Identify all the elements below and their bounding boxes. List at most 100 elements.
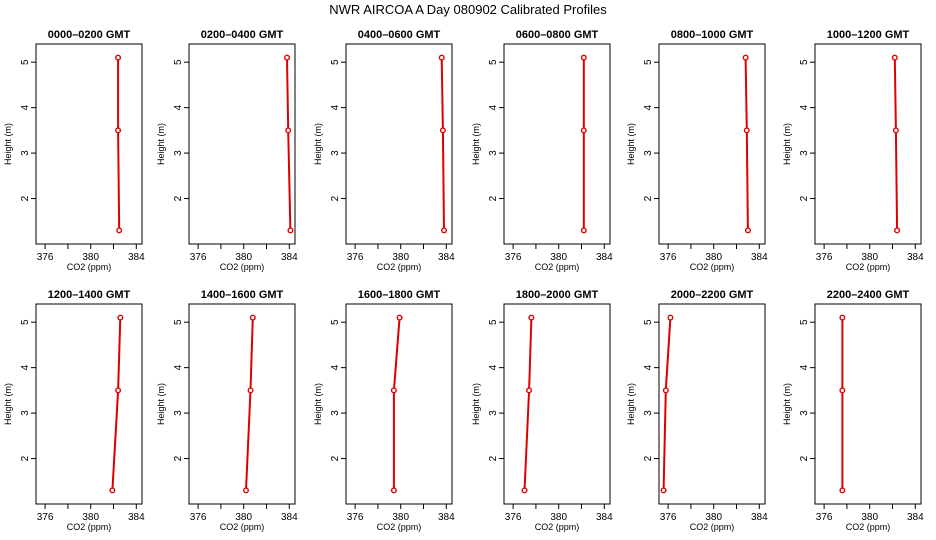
profile-panel: 0000–0200 GMT 376 380 384 CO2 (ppm) 2 3 4 5 Heigh… bbox=[3, 29, 145, 272]
y-tick-label: 3 bbox=[330, 410, 341, 416]
data-point bbox=[528, 314, 535, 321]
data-point bbox=[521, 487, 528, 494]
y-tick-label: 4 bbox=[330, 104, 341, 110]
data-point bbox=[247, 387, 254, 394]
data-point bbox=[894, 227, 901, 234]
plot-frame bbox=[35, 303, 143, 505]
data-point bbox=[839, 487, 846, 494]
y-axis-label: Height (m) bbox=[782, 123, 792, 165]
y-tick-label: 4 bbox=[643, 364, 654, 370]
plot-frame bbox=[814, 43, 922, 245]
plot-frame bbox=[503, 43, 611, 245]
x-axis-label: CO2 (ppm) bbox=[220, 262, 265, 272]
y-tick-label: 5 bbox=[643, 319, 654, 325]
x-axis-label: CO2 (ppm) bbox=[846, 522, 891, 532]
figure-title: NWR AIRCOA A Day 080902 Calibrated Profi… bbox=[329, 2, 607, 17]
y-tick-label: 2 bbox=[173, 455, 184, 461]
data-point bbox=[667, 314, 674, 321]
y-tick-label: 2 bbox=[20, 195, 31, 201]
data-point bbox=[891, 54, 898, 61]
y-tick-label: 4 bbox=[799, 364, 810, 370]
y-tick-label: 4 bbox=[20, 364, 31, 370]
x-tick-label: 376 bbox=[660, 252, 677, 263]
profile-line bbox=[662, 317, 672, 491]
panel-title: 0800–1000 GMT bbox=[671, 29, 754, 41]
data-point bbox=[115, 127, 122, 134]
profile-panel: 1400–1600 GMT 376 380 384 CO2 (ppm) 2 3 4 5 Heigh… bbox=[156, 289, 298, 532]
y-tick-label: 3 bbox=[20, 150, 31, 156]
y-tick-label: 5 bbox=[799, 319, 810, 325]
x-axis-label: CO2 (ppm) bbox=[220, 522, 265, 532]
panel-title: 1400–1600 GMT bbox=[201, 289, 284, 301]
x-tick-label: 384 bbox=[596, 252, 613, 263]
profile-panel: 2200–2400 GMT 376 380 384 CO2 (ppm) 2 3 4 5 Heigh… bbox=[782, 289, 924, 532]
profile-line bbox=[744, 57, 749, 231]
y-axis-label: Height (m) bbox=[3, 383, 13, 425]
data-point bbox=[115, 387, 122, 394]
data-point bbox=[249, 314, 256, 321]
data-point bbox=[109, 487, 116, 494]
y-tick-label: 2 bbox=[643, 195, 654, 201]
x-tick-label: 376 bbox=[660, 512, 677, 523]
profile-line bbox=[440, 57, 445, 231]
plot-frame bbox=[658, 43, 766, 245]
data-point bbox=[892, 127, 899, 134]
x-tick-label: 380 bbox=[550, 512, 567, 523]
y-tick-label: 5 bbox=[488, 59, 499, 65]
data-point bbox=[580, 127, 587, 134]
profile-line bbox=[893, 57, 899, 231]
x-axis-label: CO2 (ppm) bbox=[846, 262, 891, 272]
x-tick-label: 376 bbox=[37, 512, 54, 523]
y-tick-label: 2 bbox=[488, 195, 499, 201]
y-tick-label: 3 bbox=[488, 410, 499, 416]
x-tick-label: 384 bbox=[281, 512, 298, 523]
profile-panel: 0200–0400 GMT 376 380 384 CO2 (ppm) 2 3 4 5 Heigh… bbox=[156, 29, 298, 272]
x-tick-label: 384 bbox=[438, 512, 455, 523]
x-tick-label: 380 bbox=[392, 252, 409, 263]
y-tick-label: 4 bbox=[20, 104, 31, 110]
data-point bbox=[580, 227, 587, 234]
profile-panel: 1600–1800 GMT 376 380 384 CO2 (ppm) 2 3 4 5 Heigh… bbox=[313, 289, 455, 532]
x-tick-label: 384 bbox=[751, 252, 768, 263]
panel-title: 1600–1800 GMT bbox=[358, 289, 441, 301]
data-point bbox=[242, 487, 249, 494]
data-point bbox=[117, 314, 124, 321]
data-point bbox=[744, 227, 751, 234]
y-tick-label: 2 bbox=[330, 455, 341, 461]
profile-line bbox=[111, 317, 122, 491]
y-tick-label: 2 bbox=[799, 455, 810, 461]
y-axis-label: Height (m) bbox=[156, 123, 166, 165]
profile-panel: 2000–2200 GMT 376 380 384 CO2 (ppm) 2 3 4 5 Heigh… bbox=[626, 289, 768, 532]
x-tick-label: 376 bbox=[816, 512, 833, 523]
x-tick-label: 376 bbox=[190, 252, 207, 263]
x-tick-label: 376 bbox=[505, 512, 522, 523]
data-point bbox=[284, 54, 291, 61]
x-tick-label: 384 bbox=[128, 512, 145, 523]
x-tick-label: 376 bbox=[37, 252, 54, 263]
data-point bbox=[839, 314, 846, 321]
y-tick-label: 5 bbox=[20, 59, 31, 65]
x-tick-label: 376 bbox=[347, 512, 364, 523]
data-point bbox=[439, 127, 446, 134]
profile-panel: 0800–1000 GMT 376 380 384 CO2 (ppm) 2 3 4 5 Heigh… bbox=[626, 29, 768, 272]
plot-frame bbox=[345, 303, 453, 505]
y-axis-label: Height (m) bbox=[313, 123, 323, 165]
y-tick-label: 4 bbox=[488, 104, 499, 110]
data-point bbox=[743, 127, 750, 134]
x-tick-label: 376 bbox=[816, 252, 833, 263]
y-tick-label: 3 bbox=[20, 410, 31, 416]
x-tick-label: 384 bbox=[438, 252, 455, 263]
x-tick-label: 380 bbox=[705, 512, 722, 523]
y-axis-label: Height (m) bbox=[471, 383, 481, 425]
panel-title: 0400–0600 GMT bbox=[358, 29, 441, 41]
y-tick-label: 2 bbox=[20, 455, 31, 461]
data-point bbox=[390, 387, 397, 394]
y-tick-label: 3 bbox=[643, 150, 654, 156]
y-tick-label: 3 bbox=[488, 150, 499, 156]
x-tick-label: 376 bbox=[190, 512, 207, 523]
panel-title: 1200–1400 GMT bbox=[48, 289, 131, 301]
plot-frame bbox=[345, 43, 453, 245]
data-point bbox=[396, 314, 403, 321]
x-tick-label: 380 bbox=[392, 512, 409, 523]
x-tick-label: 380 bbox=[82, 252, 99, 263]
